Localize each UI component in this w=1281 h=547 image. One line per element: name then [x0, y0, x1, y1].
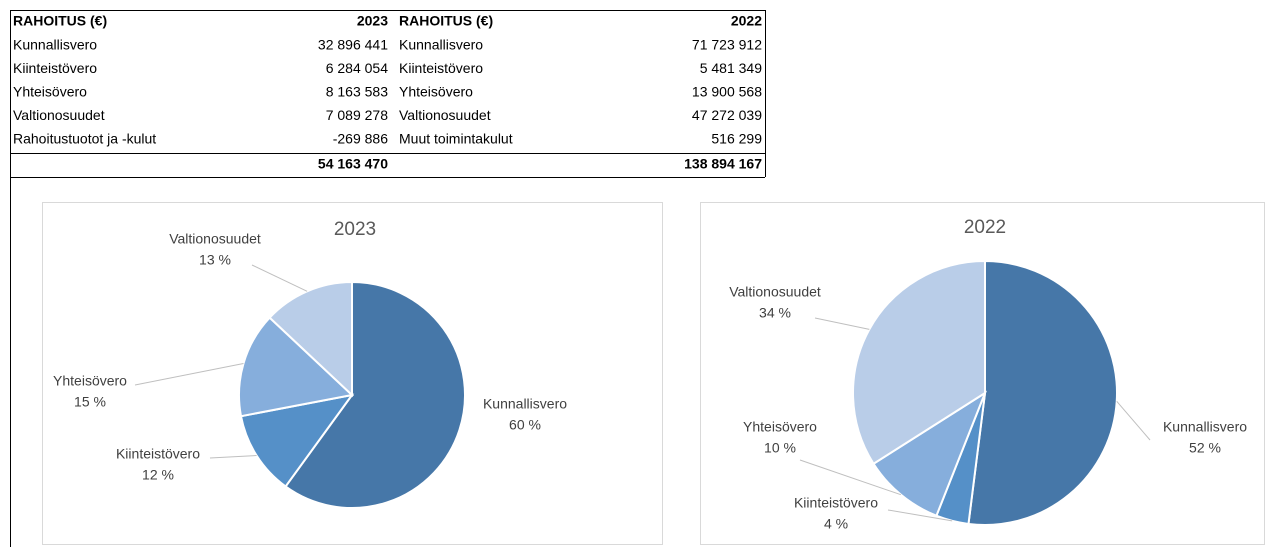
pie-slice [238, 316, 355, 418]
row-value: 13 900 568 [692, 84, 762, 100]
row-label: Kunnallisvero [13, 37, 97, 53]
header-cell: 2023 [357, 13, 388, 29]
slice-value-label: 10 % [764, 440, 796, 456]
row-value: 7 089 278 [326, 107, 388, 123]
row-label: Valtionosuudet [399, 107, 491, 123]
header-cell: 2022 [731, 13, 762, 29]
slice-label: Kiinteistövero [116, 446, 200, 462]
slice-value-label: 34 % [759, 305, 791, 321]
row-value: 5 481 349 [700, 60, 762, 76]
chart-title: 2022 [964, 217, 1006, 238]
row-label: Kiinteistövero [13, 60, 97, 76]
row-label: Muut toimintakulut [399, 131, 513, 147]
chart-title: 2023 [334, 219, 376, 240]
row-value: 71 723 912 [692, 37, 762, 53]
pie-slice [239, 393, 355, 488]
leader-line [251, 264, 308, 292]
slice-value-label: 13 % [199, 252, 231, 268]
slice-label: Valtionosuudet [169, 231, 261, 247]
row-value: 8 163 583 [326, 84, 388, 100]
row-label: Yhteisövero [399, 84, 473, 100]
row-value: 6 284 054 [326, 60, 388, 76]
leader-line [814, 317, 870, 330]
slice-label: Kunnallisvero [483, 396, 567, 412]
total-value: 138 894 167 [684, 156, 762, 172]
header-cell: RAHOITUS (€) [13, 13, 107, 29]
leader-line [799, 459, 902, 496]
slice-value-label: 4 % [824, 516, 848, 532]
leader-line [1116, 400, 1151, 441]
leader-line [209, 455, 257, 459]
row-label: Yhteisövero [13, 84, 87, 100]
row-label: Valtionosuudet [13, 107, 105, 123]
row-value: 32 896 441 [318, 37, 388, 53]
row-label: Rahoitustuotot ja -kulut [13, 131, 156, 147]
total-value: 54 163 470 [318, 156, 388, 172]
slice-value-label: 52 % [1189, 440, 1221, 456]
leader-line [134, 362, 244, 386]
row-value: 47 272 039 [692, 107, 762, 123]
slice-value-label: 15 % [74, 394, 106, 410]
slice-label: Kiinteistövero [794, 495, 878, 511]
slice-label: Kunnallisvero [1163, 419, 1247, 435]
slice-value-label: 12 % [142, 467, 174, 483]
slice-value-label: 60 % [509, 417, 541, 433]
leader-line [887, 509, 953, 522]
slice-label: Yhteisövero [743, 419, 817, 435]
pie-slice [852, 259, 986, 466]
row-label: Kunnallisvero [399, 37, 483, 53]
row-value: 516 299 [711, 131, 762, 147]
pie-slice [872, 390, 988, 518]
row-value: -269 886 [333, 131, 388, 147]
pie-slice [268, 280, 353, 398]
header-cell: RAHOITUS (€) [399, 13, 493, 29]
row-label: Kiinteistövero [399, 60, 483, 76]
pie-slice [284, 280, 466, 509]
slice-label: Yhteisövero [53, 373, 127, 389]
slice-label: Valtionosuudet [729, 284, 821, 300]
